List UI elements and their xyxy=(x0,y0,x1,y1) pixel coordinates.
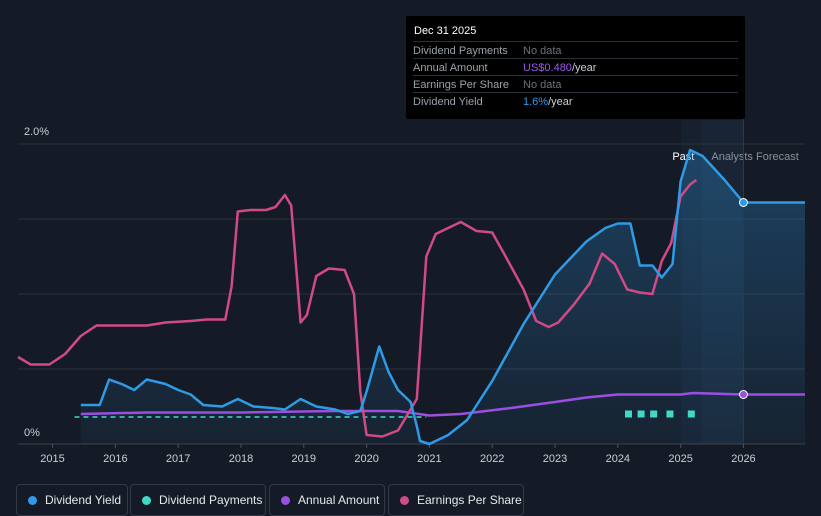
tooltip-date: Dec 31 2025 xyxy=(414,25,477,37)
x-tick-label: 2023 xyxy=(543,453,567,465)
x-tick-label: 2015 xyxy=(40,453,64,465)
dividend-payment-marker xyxy=(650,410,658,418)
legend-earnings-per-share[interactable]: Earnings Per Share xyxy=(388,484,524,516)
dividend-payment-marker xyxy=(625,410,633,418)
annual-amount-highlight-dot xyxy=(738,390,748,399)
x-tick-label: 2024 xyxy=(606,453,630,465)
dividend-yield-area xyxy=(80,150,806,444)
dividend-payment-marker xyxy=(687,410,695,418)
tooltip-label: Dividend Payments xyxy=(413,45,508,57)
tooltip-label: Earnings Per Share xyxy=(413,79,509,91)
legend-label: Annual Amount xyxy=(298,493,380,507)
x-tick-label: 2021 xyxy=(417,453,441,465)
tooltip-row-eps: Earnings Per Share No data xyxy=(413,75,738,93)
x-tick-label: 2022 xyxy=(480,453,504,465)
forecast-label: Analysts Forecast xyxy=(711,151,798,163)
y-tick-label: 2.0% xyxy=(24,126,49,138)
x-tick-label: 2016 xyxy=(103,453,127,465)
tooltip-value: US$0.480 xyxy=(523,62,572,74)
tooltip-value: No data xyxy=(523,45,562,57)
legend-dot xyxy=(142,495,151,505)
dividend-payment-marker xyxy=(666,410,674,418)
tooltip-row-dividend-yield: Dividend Yield 1.6%/year xyxy=(413,92,738,110)
legend-dividend-payments[interactable]: Dividend Payments xyxy=(130,484,266,516)
annual-amount-line xyxy=(80,391,805,417)
tooltip-unit: /year xyxy=(571,62,597,74)
x-tick-label: 2020 xyxy=(354,453,378,465)
legend-label: Earnings Per Share xyxy=(417,493,522,507)
legend-dot xyxy=(28,495,37,505)
earnings-per-share-line xyxy=(17,178,698,438)
x-tick-label: 2018 xyxy=(229,453,253,465)
tooltip-row-dividend-payments: Dividend Payments No data xyxy=(413,41,738,59)
legend-dot xyxy=(281,495,290,505)
legend-annual-amount[interactable]: Annual Amount xyxy=(269,484,385,516)
y-tick-label: 0% xyxy=(24,427,40,439)
dividend-yield-highlight-dot xyxy=(738,198,748,207)
x-tick-label: 2025 xyxy=(668,453,692,465)
tooltip-unit: /year xyxy=(548,96,573,108)
legend-dot xyxy=(400,495,409,505)
x-tick-label: 2017 xyxy=(166,453,190,465)
legend-label: Dividend Payments xyxy=(159,493,263,507)
dividend-payment-marker xyxy=(637,410,645,418)
legend-dividend-yield[interactable]: Dividend Yield xyxy=(16,484,128,516)
tooltip-label: Dividend Yield xyxy=(413,96,483,108)
tooltip-value: No data xyxy=(523,79,562,91)
x-tick-label: 2026 xyxy=(731,453,755,465)
dividend-yield-line xyxy=(80,148,805,446)
tooltip-value: 1.6% xyxy=(523,96,549,108)
tooltip: Dec 31 2025 Dividend Payments No data An… xyxy=(406,16,745,119)
x-tick-label: 2019 xyxy=(292,453,316,465)
tooltip-row-annual-amount: Annual Amount US$0.480/year xyxy=(413,58,738,76)
tooltip-label: Annual Amount xyxy=(413,62,488,74)
dividend-chart: 2.0% 0% 2015 2016 2017 2018 2019 2020 2021 2022 20… xyxy=(17,16,806,465)
legend-label: Dividend Yield xyxy=(45,493,122,507)
